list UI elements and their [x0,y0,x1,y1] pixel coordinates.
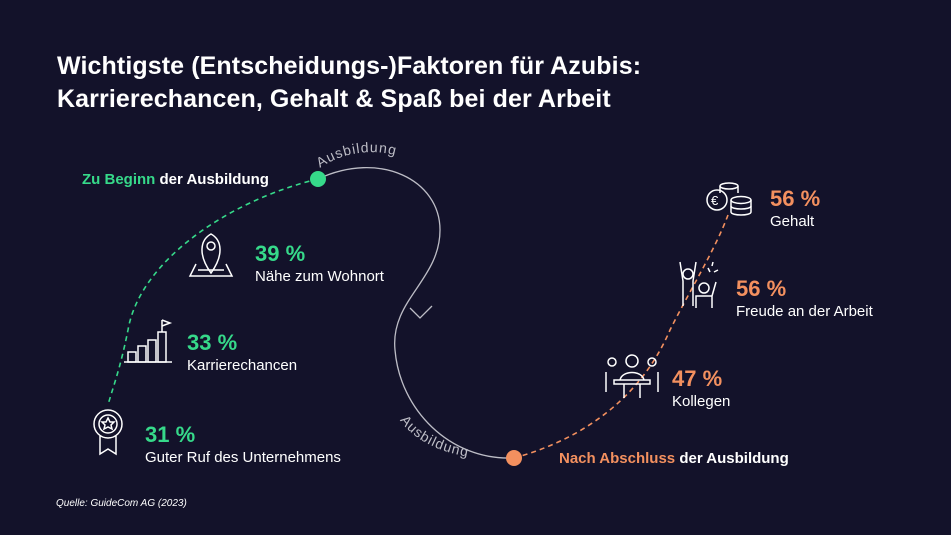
title-line-1: Wichtigste (Entscheidungs-)Faktoren für … [57,52,642,80]
start-factor-1-percent: 39 % [255,241,306,266]
location-pin-map-icon [188,233,234,277]
end-factor-2: 56 % Freude an der Arbeit [736,276,873,322]
start-dot [310,171,326,187]
start-factor-1-label: Nähe zum Wohnort [255,268,384,285]
path-label-top: Ausbildung [313,139,399,170]
path-label-bottom-text: Ausbildung [397,412,469,460]
start-stage-highlight: Zu Beginn [82,171,156,188]
path-arrow-icon [409,305,433,319]
colleagues-table-icon [605,354,659,398]
end-factor-2-percent: 56 % [736,276,787,301]
start-factor-2-percent: 33 % [187,330,238,355]
end-stage-rest: der Ausbildung [675,450,789,467]
start-stage-label: Zu Beginn der Ausbildung [82,171,269,188]
start-stage-rest: der Ausbildung [155,171,269,188]
end-factor-3-percent: 47 % [672,366,723,391]
award-badge-star-icon [93,409,123,456]
end-stage-label: Nach Abschluss der Ausbildung [559,450,789,467]
start-factor-2-label: Karrierechancen [187,357,298,374]
end-factor-3-label: Kollegen [672,393,731,410]
start-factor-3: 31 % Guter Ruf des Unternehmens [145,422,341,468]
start-factor-3-percent: 31 % [145,422,196,447]
end-factor-1: 56 % Gehalt [770,186,820,232]
start-factor-2: 33 % Karrierechancen [187,330,297,376]
svg-text:€: € [711,193,719,208]
training-path [317,167,513,459]
cheering-people-icon [679,261,719,308]
end-dashed-line [513,214,729,459]
end-factor-1-percent: 56 % [770,186,821,211]
path-label-top-text: Ausbildung [313,139,398,170]
euro-coins-icon: € [706,182,752,216]
source-note: Quelle: GuideCom AG (2023) [56,498,187,509]
title-line-2: Karrierechancen, Gehalt & Spaß bei der A… [57,85,611,113]
path-label-bottom: Ausbildung [397,412,470,460]
end-factor-2-label: Freude an der Arbeit [736,303,873,320]
start-dashed-line [107,178,319,406]
page-title: Wichtigste (Entscheidungs-)Faktoren für … [57,50,641,116]
start-factor-1: 39 % Nähe zum Wohnort [255,241,384,287]
end-factor-1-label: Gehalt [770,213,815,230]
career-steps-flag-icon [124,319,173,363]
end-factor-3: 47 % Kollegen [672,366,730,412]
end-stage-highlight: Nach Abschluss [559,450,676,467]
end-dot [506,450,522,466]
start-factor-3-label: Guter Ruf des Unternehmens [145,449,341,466]
